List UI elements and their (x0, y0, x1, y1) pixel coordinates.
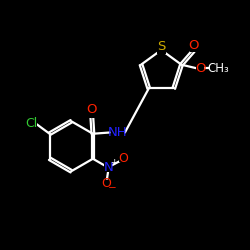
Text: O: O (195, 62, 205, 75)
Bar (26, 120, 38, 128)
Bar (157, 46, 166, 54)
Bar (210, 64, 226, 72)
Text: +: + (110, 158, 118, 167)
Bar (103, 180, 110, 187)
Text: CH₃: CH₃ (207, 62, 229, 75)
Bar (196, 65, 204, 72)
Bar (88, 110, 96, 118)
Text: NH: NH (108, 126, 128, 139)
Text: S: S (157, 40, 166, 52)
Text: O: O (86, 103, 97, 116)
Bar (112, 128, 124, 137)
Text: O: O (102, 177, 112, 190)
Text: O: O (189, 39, 199, 52)
Bar (119, 154, 127, 162)
Text: N: N (104, 161, 113, 174)
Text: −: − (108, 183, 116, 193)
Bar (104, 164, 112, 172)
Text: O: O (118, 152, 128, 165)
Bar (190, 44, 198, 52)
Text: Cl: Cl (26, 117, 38, 130)
